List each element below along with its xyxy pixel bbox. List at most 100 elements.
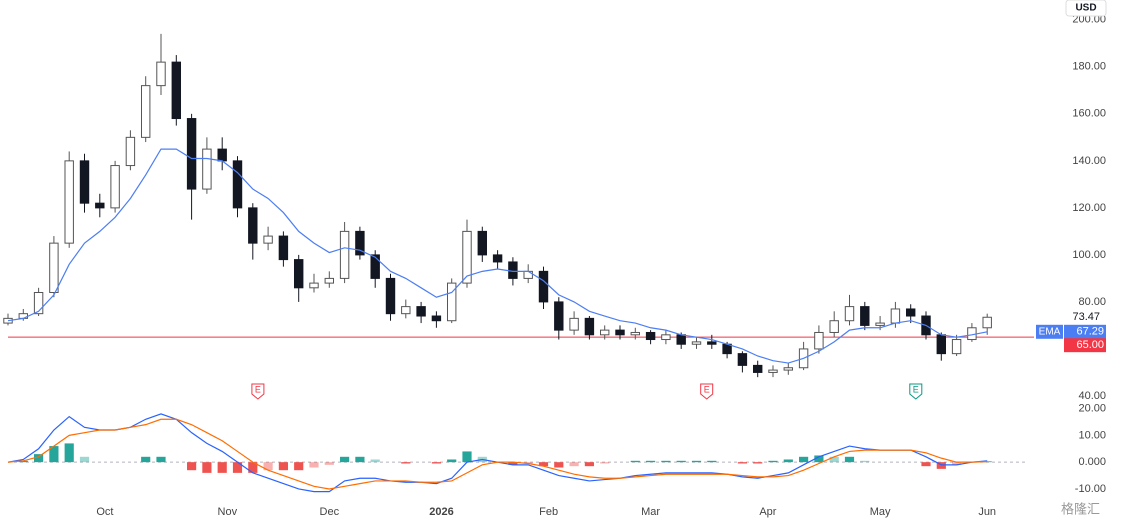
- histogram-bar: [232, 462, 243, 473]
- ema-value-bg: [1064, 324, 1106, 339]
- histogram-bar: [431, 462, 441, 464]
- ema-value: 67.29: [1076, 326, 1104, 338]
- histogram-bar: [829, 456, 839, 463]
- candle-body: [890, 308, 901, 324]
- histogram-bar: [661, 460, 671, 463]
- candle-body: [431, 315, 442, 322]
- candle-body: [615, 329, 625, 336]
- histogram-bar: [569, 462, 579, 467]
- histogram-bar: [278, 462, 288, 471]
- histogram-bar: [141, 456, 151, 463]
- candle-body: [523, 270, 533, 279]
- candle-body: [905, 308, 916, 317]
- candle-body: [951, 339, 962, 355]
- candle-body: [385, 277, 396, 315]
- candle-body: [768, 369, 778, 373]
- histogram-bar: [844, 456, 855, 463]
- y-tick-label: -10.00: [1075, 483, 1106, 495]
- histogram-bar: [447, 459, 457, 463]
- histogram-bar: [538, 462, 549, 467]
- candle-body: [829, 320, 839, 333]
- candle-body: [661, 334, 671, 341]
- candle-body: [676, 334, 686, 345]
- histogram-bar: [600, 462, 610, 464]
- earnings-badge: [251, 383, 265, 400]
- histogram-bar: [156, 456, 166, 463]
- earnings-label: E: [913, 384, 919, 394]
- histogram-bar: [79, 456, 90, 463]
- histogram-bar: [64, 443, 74, 463]
- histogram-bar: [187, 462, 197, 471]
- y-tick-label: 0.000: [1078, 456, 1106, 468]
- x-tick-label: Feb: [539, 506, 558, 518]
- x-tick-label: Mar: [641, 506, 660, 518]
- candle-body: [339, 230, 350, 279]
- earnings-label: E: [704, 384, 710, 394]
- candle-body: [355, 230, 365, 256]
- candle-body: [79, 160, 90, 204]
- candle-body: [844, 306, 855, 322]
- histogram-bar: [860, 460, 870, 463]
- histogram-bar: [34, 454, 44, 463]
- histogram-bar: [676, 460, 686, 463]
- candle-body: [140, 85, 151, 138]
- earnings-badge: [700, 383, 714, 400]
- candle-body: [737, 353, 748, 366]
- candle-body: [783, 367, 794, 371]
- histogram-bar: [324, 462, 334, 465]
- histogram-bar: [401, 462, 411, 464]
- candle-body: [309, 282, 319, 289]
- y-tick-label: 140.00: [1072, 155, 1106, 167]
- histogram-bar: [646, 460, 656, 463]
- earnings-badge: [909, 383, 923, 400]
- candle-body: [477, 230, 488, 256]
- candle-body: [508, 261, 518, 279]
- histogram-bar: [753, 462, 763, 464]
- candle-body: [232, 160, 243, 209]
- line: [7, 418, 988, 490]
- ema-tag-bg: [1036, 324, 1063, 339]
- histogram-bar: [691, 460, 702, 463]
- candle-body: [584, 317, 595, 336]
- candle-body: [645, 331, 656, 341]
- candle-body: [125, 136, 136, 167]
- histogram-bar: [309, 462, 319, 468]
- y-tick-label: 20.00: [1078, 402, 1106, 414]
- candle-body: [982, 316, 992, 329]
- candle-body: [156, 61, 166, 87]
- ema-tag: EMA: [1039, 326, 1061, 337]
- candle-body: [860, 306, 870, 326]
- histogram-bar: [936, 462, 946, 469]
- y-tick-label: 120.00: [1072, 202, 1106, 214]
- candle-body: [462, 230, 472, 284]
- line: [7, 148, 988, 364]
- histogram-bar: [355, 456, 365, 463]
- candle-body: [202, 148, 212, 190]
- histogram-bar: [18, 460, 28, 463]
- candle-body: [110, 165, 120, 209]
- y-tick-label: 100.00: [1072, 249, 1106, 261]
- histogram-bar: [783, 459, 793, 463]
- currency: USD: [1075, 3, 1096, 14]
- candle-body: [278, 235, 289, 261]
- candle-body: [401, 306, 411, 315]
- candle-body: [64, 160, 74, 244]
- x-tick-label: Oct: [96, 506, 113, 518]
- watermark: 格隆汇: [1061, 501, 1100, 516]
- candle-body: [538, 270, 549, 303]
- candle-body: [630, 331, 641, 336]
- y-tick-label: 40.00: [1078, 390, 1106, 402]
- candle-body: [875, 322, 885, 326]
- histogram-bar: [462, 451, 472, 463]
- candle-body: [33, 292, 44, 315]
- candle-body: [752, 364, 763, 373]
- candle-body: [248, 207, 258, 244]
- candle-body: [263, 235, 273, 244]
- x-tick-label: 2026: [429, 506, 453, 518]
- candle-body: [691, 341, 702, 345]
- histogram-bar: [248, 462, 258, 473]
- y-tick-label: 80.00: [1078, 296, 1106, 308]
- histogram-bar: [584, 462, 594, 467]
- x-tick-label: Apr: [759, 506, 776, 518]
